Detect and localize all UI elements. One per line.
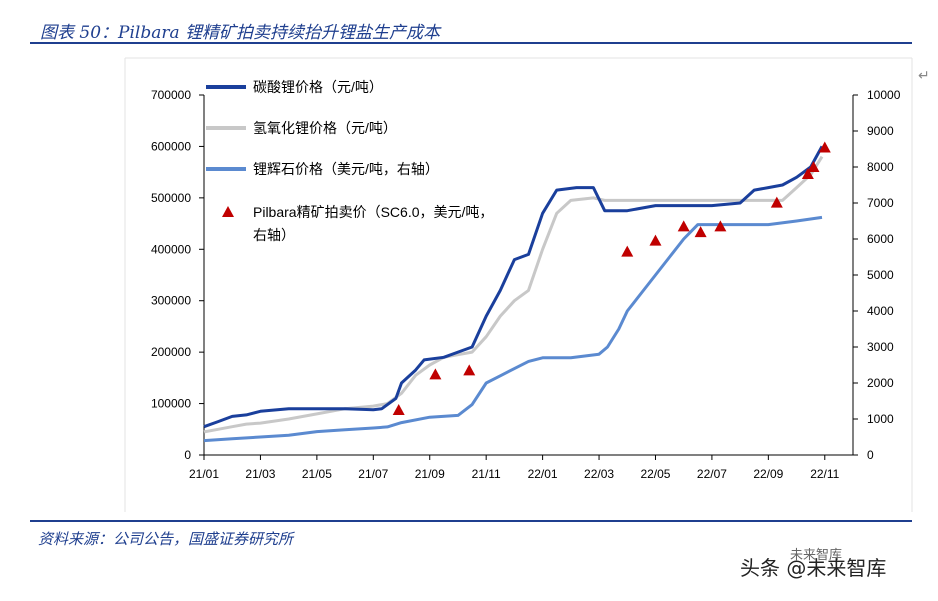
auction-marker bbox=[694, 226, 707, 238]
x-tick-label: 22/09 bbox=[753, 467, 783, 481]
auction-marker bbox=[677, 220, 690, 232]
right-tick-label: 10000 bbox=[867, 88, 901, 102]
legend-label-cont: 右轴） bbox=[253, 227, 295, 243]
left-tick-label: 400000 bbox=[151, 242, 191, 256]
auction-marker bbox=[807, 161, 820, 172]
legend-label: 锂辉石价格（美元/吨，右轴） bbox=[253, 161, 439, 177]
left-tick-label: 500000 bbox=[151, 191, 191, 205]
right-tick-label: 4000 bbox=[867, 304, 894, 318]
x-tick-label: 21/09 bbox=[415, 467, 445, 481]
x-tick-label: 22/01 bbox=[528, 467, 558, 481]
series-line-1 bbox=[203, 155, 824, 434]
series-line-0 bbox=[203, 145, 824, 429]
auction-marker bbox=[463, 364, 476, 376]
footer-rule bbox=[30, 520, 912, 522]
x-tick-label: 22/03 bbox=[584, 467, 614, 481]
return-glyph: ↵ bbox=[918, 67, 930, 83]
right-tick-label: 3000 bbox=[867, 340, 894, 354]
left-tick-label: 200000 bbox=[151, 345, 191, 359]
legend-label: Pilbara精矿拍卖价（SC6.0，美元/吨， bbox=[253, 204, 493, 220]
x-tick-label: 21/11 bbox=[472, 467, 501, 481]
right-tick-label: 6000 bbox=[867, 232, 894, 246]
x-tick-label: 21/05 bbox=[302, 467, 332, 481]
watermark-logo: 未来智库 bbox=[790, 548, 843, 563]
right-tick-label: 0 bbox=[867, 448, 874, 462]
auction-marker bbox=[649, 234, 662, 246]
left-tick-label: 100000 bbox=[151, 397, 191, 411]
auction-marker bbox=[392, 404, 405, 415]
auction-marker bbox=[621, 245, 634, 257]
right-tick-label: 7000 bbox=[867, 196, 894, 210]
x-tick-label: 21/03 bbox=[245, 467, 275, 481]
x-tick-label: 22/05 bbox=[640, 467, 670, 481]
chart-title: 图表 50：Pilbara 锂精矿拍卖持续抬升锂盐生产成本 bbox=[40, 23, 441, 43]
auction-marker bbox=[818, 141, 831, 153]
right-tick-label: 9000 bbox=[867, 124, 894, 138]
title-rule bbox=[30, 42, 912, 44]
x-tick-label: 21/01 bbox=[189, 467, 219, 481]
x-tick-label: 22/07 bbox=[697, 467, 727, 481]
right-tick-label: 2000 bbox=[867, 376, 894, 390]
auction-marker bbox=[429, 368, 442, 380]
auction-marker bbox=[801, 168, 814, 180]
right-tick-label: 5000 bbox=[867, 268, 894, 282]
series-line-2 bbox=[203, 215, 823, 443]
legend-label: 氢氧化锂价格（元/吨） bbox=[253, 120, 397, 136]
left-tick-label: 600000 bbox=[151, 139, 191, 153]
x-tick-label: 22/11 bbox=[810, 467, 839, 481]
right-tick-label: 8000 bbox=[867, 160, 894, 174]
left-tick-label: 700000 bbox=[151, 88, 191, 102]
auction-marker bbox=[770, 196, 783, 208]
watermark: 头条 @未来智库 bbox=[740, 556, 887, 580]
right-tick-label: 1000 bbox=[867, 412, 894, 426]
left-tick-label: 0 bbox=[184, 448, 191, 462]
left-tick-label: 300000 bbox=[151, 294, 191, 308]
legend-swatch bbox=[222, 206, 234, 217]
auction-marker bbox=[714, 220, 727, 232]
x-tick-label: 21/07 bbox=[358, 467, 388, 481]
source-note: 资料来源：公司公告，国盛证券研究所 bbox=[38, 530, 294, 548]
legend-label: 碳酸锂价格（元/吨） bbox=[253, 79, 383, 95]
